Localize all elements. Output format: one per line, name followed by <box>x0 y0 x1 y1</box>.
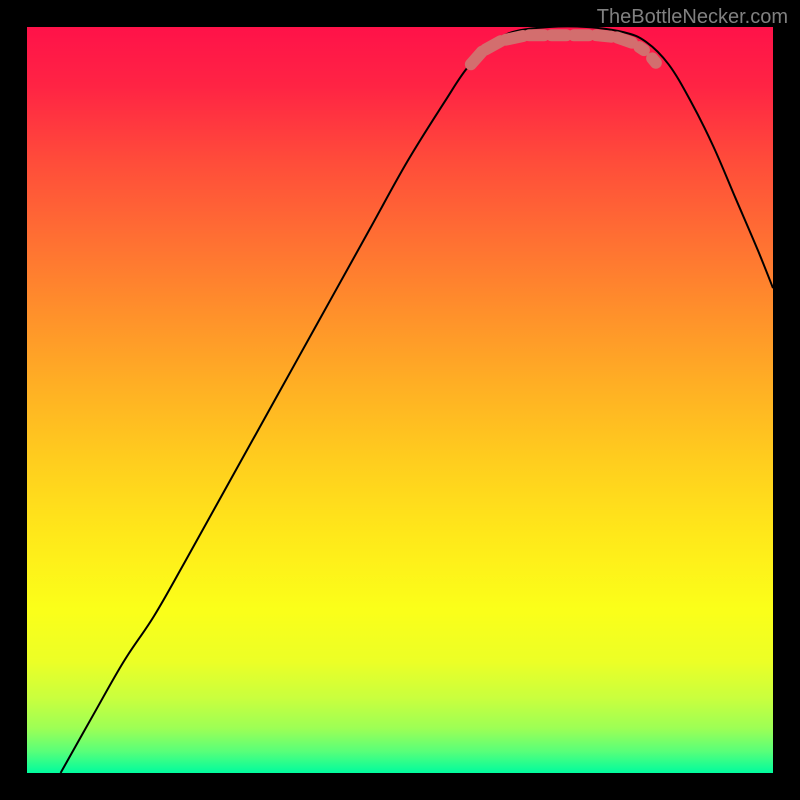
chart-container <box>27 27 773 773</box>
marker-segment <box>506 36 523 40</box>
chart-background <box>27 27 773 773</box>
marker-segment <box>617 37 632 42</box>
marker-segment <box>639 47 643 50</box>
watermark-text: TheBottleNecker.com <box>597 6 788 29</box>
marker-segment <box>652 58 656 62</box>
bottleneck-chart <box>27 27 773 773</box>
marker-segment <box>486 41 501 49</box>
marker-segment <box>596 35 611 36</box>
marker-segment <box>471 52 482 65</box>
